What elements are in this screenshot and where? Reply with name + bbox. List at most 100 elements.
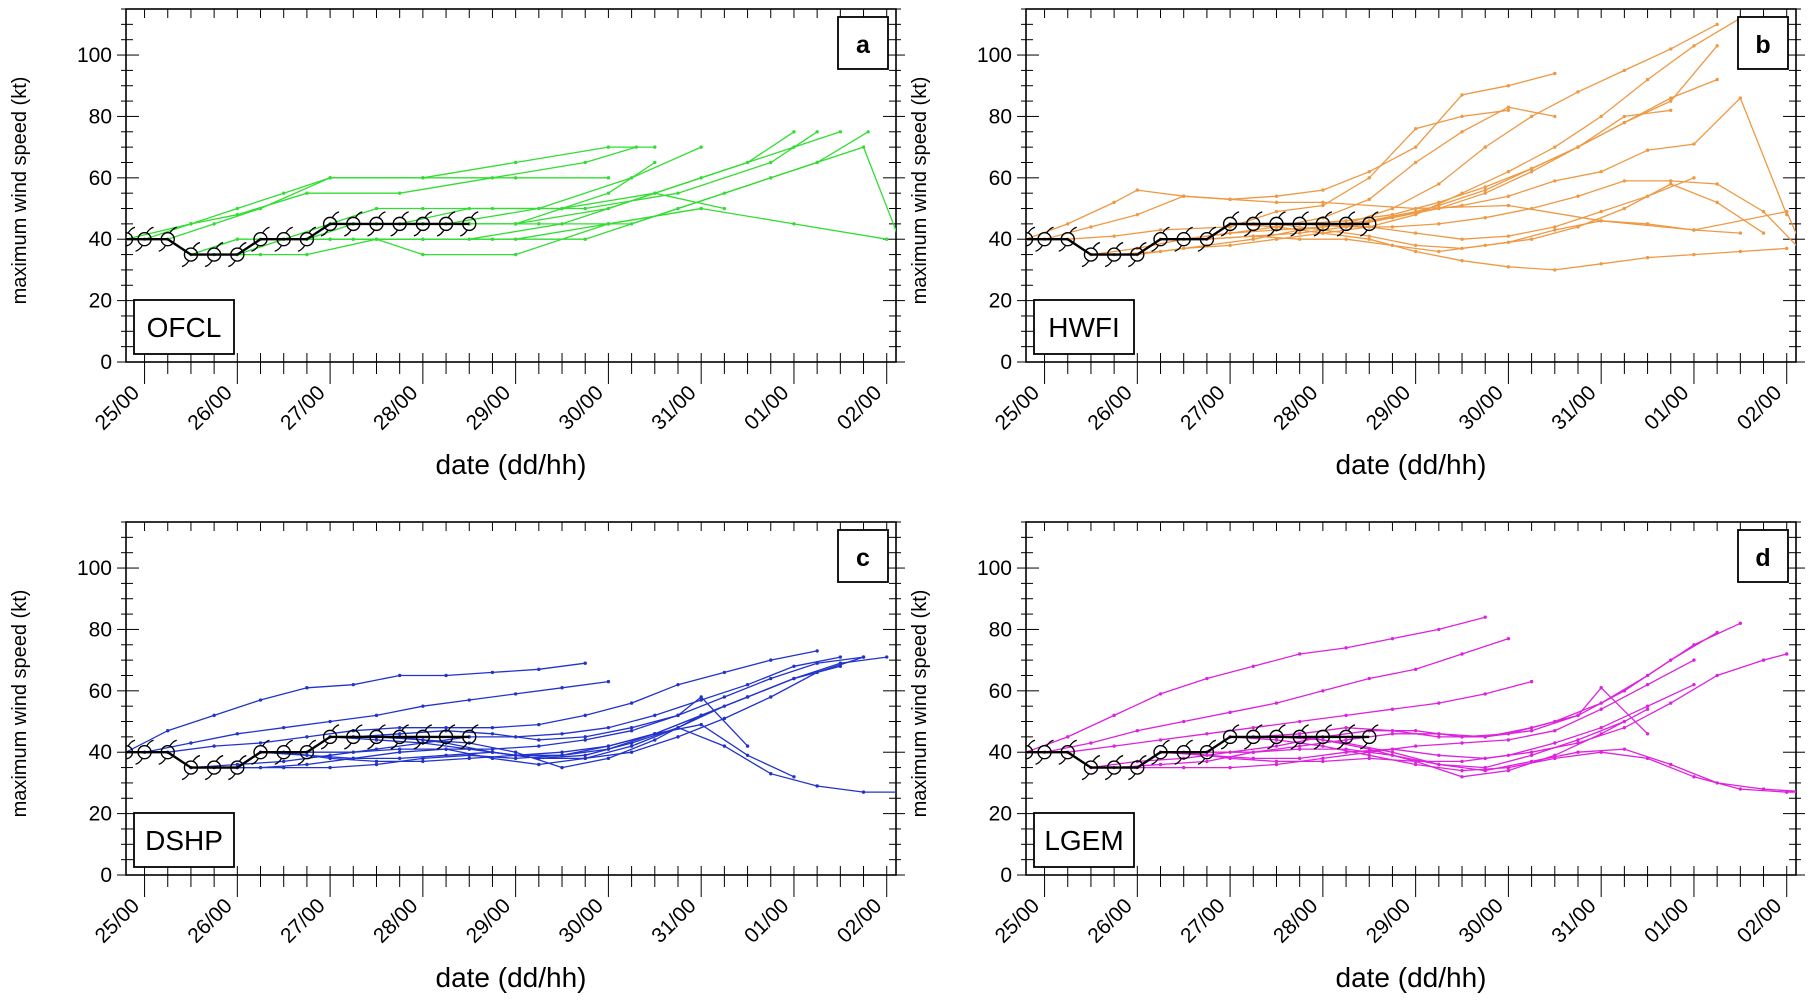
forecast-point [1506,84,1511,88]
storm-symbol-arm [274,226,293,252]
forecast-point [560,765,564,770]
forecast-point [1460,93,1464,97]
panel-letter: c [856,544,870,572]
x-tick-label: 29/00 [462,381,515,434]
y-tick-label: 60 [89,680,112,703]
forecast-point [699,722,703,727]
forecast-point [629,701,634,705]
forecast-point [560,732,564,736]
x-tick-label: 28/00 [1269,894,1322,947]
forecast-point [1390,212,1395,217]
model-label: DSHP [145,825,223,856]
forecast-point [1599,686,1603,690]
y-tick-label: 40 [989,741,1012,764]
forecast-point [769,676,773,681]
x-tick-label: 29/00 [1362,894,1415,947]
storm-symbol-arm [413,211,433,237]
forecast-point [1622,747,1627,751]
model-label: HWFI [1048,312,1120,343]
forecast-point [490,670,495,675]
forecast-point [1645,707,1650,711]
forecast-point [421,176,425,180]
forecast-line-lgem [1183,684,1695,763]
x-tick-label: 01/00 [740,894,793,947]
forecast-point [1158,228,1163,232]
forecast-point [305,735,309,739]
x-tick-label: 29/00 [462,894,515,947]
y-tick-label: 80 [89,105,112,128]
storm-symbol [1199,745,1215,760]
x-tick-label: 31/00 [647,894,700,947]
forecast-point [629,729,634,733]
forecast-point [537,756,541,761]
forecast-line-hwfi [1137,17,1741,256]
forecast-point [1669,108,1673,112]
forecast-point [1321,689,1325,693]
forecast-point [1669,182,1673,186]
forecast-point [1274,744,1279,748]
x-tick-label: 28/00 [369,894,422,947]
forecast-point [1228,710,1232,715]
forecast-point [1715,22,1719,27]
storm-symbol-arm [367,211,386,237]
forecast-point [1297,744,1302,748]
forecast-point [1274,759,1279,764]
forecast-point [1692,142,1696,146]
forecast-point [1205,732,1209,736]
forecast-point [1599,750,1603,754]
storm-symbol [1246,216,1261,232]
forecast-point [1692,176,1696,180]
forecast-point [374,206,379,211]
forecast-point [1460,759,1464,764]
forecast-point [444,753,448,757]
storm-symbol [438,729,454,745]
storm-symbol [276,745,291,760]
panel-letter-box [837,16,889,70]
forecast-point [745,744,750,748]
forecast-point [1529,206,1534,211]
storm-symbol [346,729,361,745]
forecast-line-dshp [353,696,749,747]
forecast-point [1599,114,1603,119]
storm-symbol [1153,745,1168,760]
forecast-point [1692,658,1696,662]
x-tick-label: 02/00 [833,381,886,434]
forecast-point [1158,762,1163,767]
y-tick-label: 60 [89,167,112,190]
forecast-point [397,732,402,736]
storm-symbol-arm [1027,226,1036,234]
forecast-point [583,753,587,757]
forecast-point [1715,44,1719,48]
y-tick-label: 40 [989,228,1012,251]
forecast-point [653,160,657,165]
forecast-point [212,713,216,718]
x-tick-label: 01/00 [1640,381,1693,434]
storm-symbol [1199,232,1215,247]
storm-symbol-arm [367,724,386,750]
forecast-point [606,191,611,195]
forecast-line-dshp [399,705,725,760]
forecast-point [166,729,170,733]
forecast-point [1112,234,1116,238]
forecast-point [1413,243,1418,248]
forecast-point [676,713,680,718]
forecast-point [1413,145,1418,149]
forecast-point [513,160,518,165]
forecast-point [861,655,866,659]
forecast-point [1553,71,1557,76]
forecast-point [1460,652,1464,656]
model-label-box [1033,812,1135,868]
forecast-point [1715,673,1719,678]
forecast-point [1367,237,1371,241]
forecast-point [513,692,518,696]
forecast-point [885,655,889,659]
storm-symbol [1246,729,1261,745]
forecast-point [745,695,750,699]
forecast-point [1274,194,1279,198]
x-tick-label: 27/00 [1176,381,1229,434]
forecast-point [861,145,866,149]
forecast-point [305,191,309,195]
storm-symbol [1269,216,1284,232]
forecast-point [653,145,657,149]
forecast-point [1228,231,1232,235]
